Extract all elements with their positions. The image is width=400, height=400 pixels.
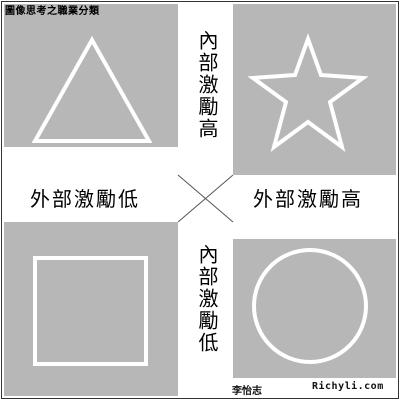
quadrant-bottom-right xyxy=(233,239,396,378)
square-icon xyxy=(33,256,148,366)
quadrant-top-right xyxy=(233,4,396,175)
footer-site: Richyli.com xyxy=(312,381,384,392)
axis-label-bottom: 內部激勵低 xyxy=(195,244,219,354)
star-icon xyxy=(247,33,369,152)
axis-label-top: 內部激勵高 xyxy=(195,30,219,140)
axis-label-left: 外部激勵低 xyxy=(30,187,140,211)
circle-icon xyxy=(252,248,368,364)
triangle-icon xyxy=(31,35,153,143)
footer-author: 李怡志 xyxy=(232,386,262,397)
diagram-title: 圖像思考之職業分類 xyxy=(5,6,100,17)
quadrant-top-left xyxy=(4,4,178,147)
axis-label-right: 外部激勵高 xyxy=(253,187,363,211)
divider-line-b xyxy=(177,174,234,223)
